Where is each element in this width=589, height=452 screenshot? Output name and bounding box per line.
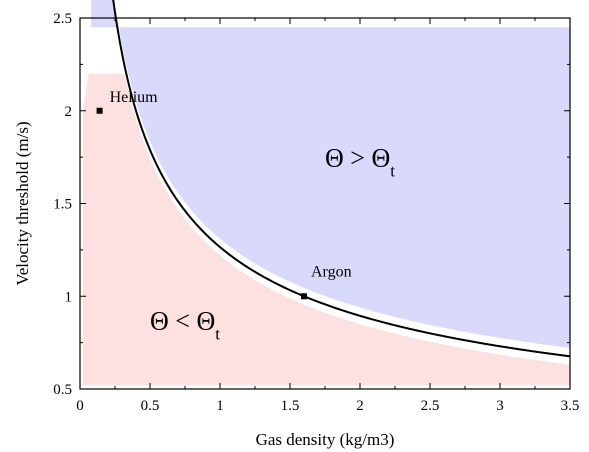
plot-regions (82, 0, 571, 386)
y-tick-label: 1 (65, 289, 73, 305)
plot-curve (112, 0, 571, 358)
x-tick-label: 0 (76, 398, 84, 414)
point-marker-argon (301, 293, 307, 300)
region-label-subscript: t (215, 324, 220, 343)
region-label-subscript: t (390, 161, 395, 180)
region-below (82, 73, 571, 386)
x-tick-label: 1 (216, 398, 224, 414)
tick-layer: 0 0.5 1 1.5 2 2.5 3 3.50.511.522.5 (53, 11, 579, 414)
x-tick-label: 2 (356, 398, 364, 414)
y-tick-label: 2.5 (53, 11, 72, 27)
region-above (91, 0, 570, 348)
x-tick-label: 0.5 (141, 398, 160, 414)
point-marker-helium (96, 107, 103, 114)
point-layer (96, 107, 307, 300)
x-axis-label: Gas density (kg/m3) (256, 430, 395, 449)
x-tick-label: 1.5 (281, 398, 300, 414)
y-tick-label: 1.5 (53, 197, 72, 213)
y-tick-label: 2 (65, 104, 73, 120)
x-tick-label: 3 (496, 398, 504, 414)
x-tick-label: 3.5 (561, 398, 580, 414)
x-tick-label: 2.5 (421, 398, 440, 414)
point-label-helium: Helium (110, 89, 159, 106)
point-label-argon: Argon (311, 263, 352, 280)
y-axis-label: Velocity threshold (m/s) (13, 121, 32, 285)
y-tick-label: 0.5 (53, 382, 72, 398)
threshold-curve (112, 0, 571, 358)
